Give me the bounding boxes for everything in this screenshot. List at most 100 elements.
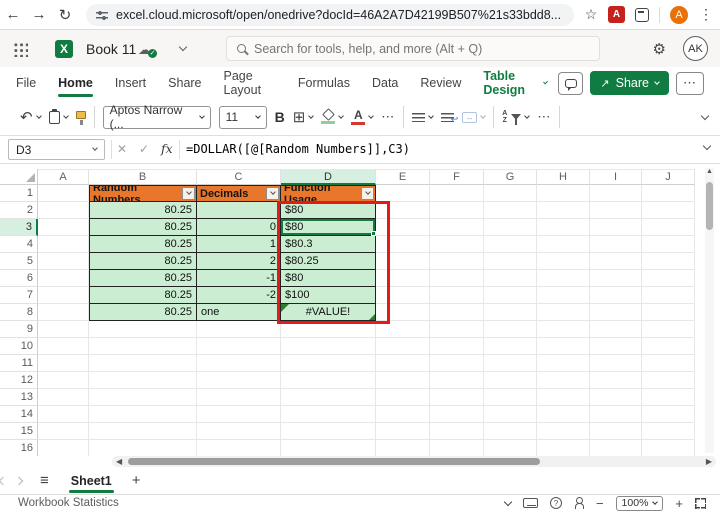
- cell-J9[interactable]: [642, 321, 695, 338]
- horizontal-scrollbar[interactable]: ◀ ▶: [0, 456, 720, 467]
- cell-J16[interactable]: [642, 440, 695, 456]
- row-header-9[interactable]: 9: [0, 321, 38, 338]
- cell-F6[interactable]: [430, 270, 484, 287]
- cell-H5[interactable]: [537, 253, 590, 270]
- cell-J10[interactable]: [642, 338, 695, 355]
- col-header-J[interactable]: J: [642, 169, 695, 185]
- cell-C12[interactable]: [197, 372, 281, 389]
- font-name-select[interactable]: Aptos Narrow (...: [102, 103, 211, 131]
- cell-G15[interactable]: [484, 423, 537, 440]
- col-header-A[interactable]: A: [38, 169, 89, 185]
- cell-B13[interactable]: [89, 389, 197, 406]
- cell-I6[interactable]: [590, 270, 642, 287]
- cell-H7[interactable]: [537, 287, 590, 304]
- cell-I3[interactable]: [590, 219, 642, 236]
- cell-C13[interactable]: [197, 389, 281, 406]
- cell-F9[interactable]: [430, 321, 484, 338]
- cell-D11[interactable]: [281, 355, 376, 372]
- cell-E2[interactable]: [376, 202, 430, 219]
- cell-F3[interactable]: [430, 219, 484, 236]
- ribbon-tab-data[interactable]: Data: [361, 67, 409, 99]
- scroll-right-icon[interactable]: ▶: [705, 457, 712, 466]
- cell-F5[interactable]: [430, 253, 484, 270]
- cell-G1[interactable]: [484, 185, 537, 202]
- cell-J3[interactable]: [642, 219, 695, 236]
- cell-A5[interactable]: [38, 253, 89, 270]
- cell-D15[interactable]: [281, 423, 376, 440]
- ribbon-tab-formulas[interactable]: Formulas: [287, 67, 361, 99]
- cell-F8[interactable]: [430, 304, 484, 321]
- cell-C5[interactable]: 2: [197, 253, 281, 270]
- cell-E8[interactable]: [376, 304, 430, 321]
- cell-I1[interactable]: [590, 185, 642, 202]
- ribbon-more-button[interactable]: ⋯: [676, 71, 704, 95]
- row-header-7[interactable]: 7: [0, 287, 38, 304]
- fill-color-button[interactable]: [321, 108, 345, 124]
- cell-C8[interactable]: one: [197, 304, 281, 321]
- cell-A7[interactable]: [38, 287, 89, 304]
- cell-D9[interactable]: [281, 321, 376, 338]
- cell-A14[interactable]: [38, 406, 89, 423]
- cell-E4[interactable]: [376, 236, 430, 253]
- cell-I15[interactable]: [590, 423, 642, 440]
- cell-I11[interactable]: [590, 355, 642, 372]
- cell-E14[interactable]: [376, 406, 430, 423]
- excel-logo-icon[interactable]: X: [55, 40, 73, 58]
- cell-J2[interactable]: [642, 202, 695, 219]
- cell-I5[interactable]: [590, 253, 642, 270]
- borders-button[interactable]: ⊞: [293, 108, 315, 126]
- address-bar[interactable]: excel.cloud.microsoft/open/onedrive?docI…: [86, 3, 574, 26]
- cell-D10[interactable]: [281, 338, 376, 355]
- browser-reload-button[interactable]: ↻: [58, 6, 72, 24]
- cell-B5[interactable]: 80.25: [89, 253, 197, 270]
- settings-gear-icon[interactable]: ⚙: [652, 41, 666, 58]
- cell-G9[interactable]: [484, 321, 537, 338]
- format-painter-button[interactable]: [75, 110, 86, 125]
- cell-A1[interactable]: [38, 185, 89, 202]
- cell-J8[interactable]: [642, 304, 695, 321]
- row-header-2[interactable]: 2: [0, 202, 38, 219]
- cell-A8[interactable]: [38, 304, 89, 321]
- ribbon-tab-home[interactable]: Home: [47, 67, 104, 99]
- cell-G11[interactable]: [484, 355, 537, 372]
- cell-B15[interactable]: [89, 423, 197, 440]
- search-input[interactable]: Search for tools, help, and more (Alt + …: [226, 36, 600, 61]
- cell-B4[interactable]: 80.25: [89, 236, 197, 253]
- enter-icon[interactable]: ✓: [139, 142, 150, 156]
- cell-I16[interactable]: [590, 440, 642, 456]
- cell-H16[interactable]: [537, 440, 590, 456]
- cell-F15[interactable]: [430, 423, 484, 440]
- cell-D3[interactable]: $80: [281, 219, 376, 236]
- cell-G14[interactable]: [484, 406, 537, 423]
- cell-A13[interactable]: [38, 389, 89, 406]
- cell-I2[interactable]: [590, 202, 642, 219]
- cell-G4[interactable]: [484, 236, 537, 253]
- cell-E1[interactable]: [376, 185, 430, 202]
- row-header-14[interactable]: 14: [0, 406, 38, 423]
- cell-G13[interactable]: [484, 389, 537, 406]
- cell-C14[interactable]: [197, 406, 281, 423]
- cell-D1[interactable]: Function Usage: [281, 185, 376, 202]
- cell-J7[interactable]: [642, 287, 695, 304]
- row-header-11[interactable]: 11: [0, 355, 38, 372]
- cell-A10[interactable]: [38, 338, 89, 355]
- cell-H1[interactable]: [537, 185, 590, 202]
- cell-D5[interactable]: $80.25: [281, 253, 376, 270]
- all-sheets-menu-icon[interactable]: ≡: [40, 472, 49, 489]
- cell-E13[interactable]: [376, 389, 430, 406]
- cell-D8[interactable]: #VALUE!: [281, 304, 376, 321]
- cell-B9[interactable]: [89, 321, 197, 338]
- cell-B11[interactable]: [89, 355, 197, 372]
- cell-C4[interactable]: 1: [197, 236, 281, 253]
- cell-A6[interactable]: [38, 270, 89, 287]
- undo-button[interactable]: ↶: [20, 108, 42, 126]
- cell-H13[interactable]: [537, 389, 590, 406]
- cell-B1[interactable]: Random Numbers: [89, 185, 197, 202]
- cell-C9[interactable]: [197, 321, 281, 338]
- cell-G12[interactable]: [484, 372, 537, 389]
- cell-F4[interactable]: [430, 236, 484, 253]
- fill-handle[interactable]: [371, 231, 376, 236]
- cell-J15[interactable]: [642, 423, 695, 440]
- paste-button[interactable]: [48, 108, 69, 124]
- zoom-out-button[interactable]: −: [595, 495, 604, 511]
